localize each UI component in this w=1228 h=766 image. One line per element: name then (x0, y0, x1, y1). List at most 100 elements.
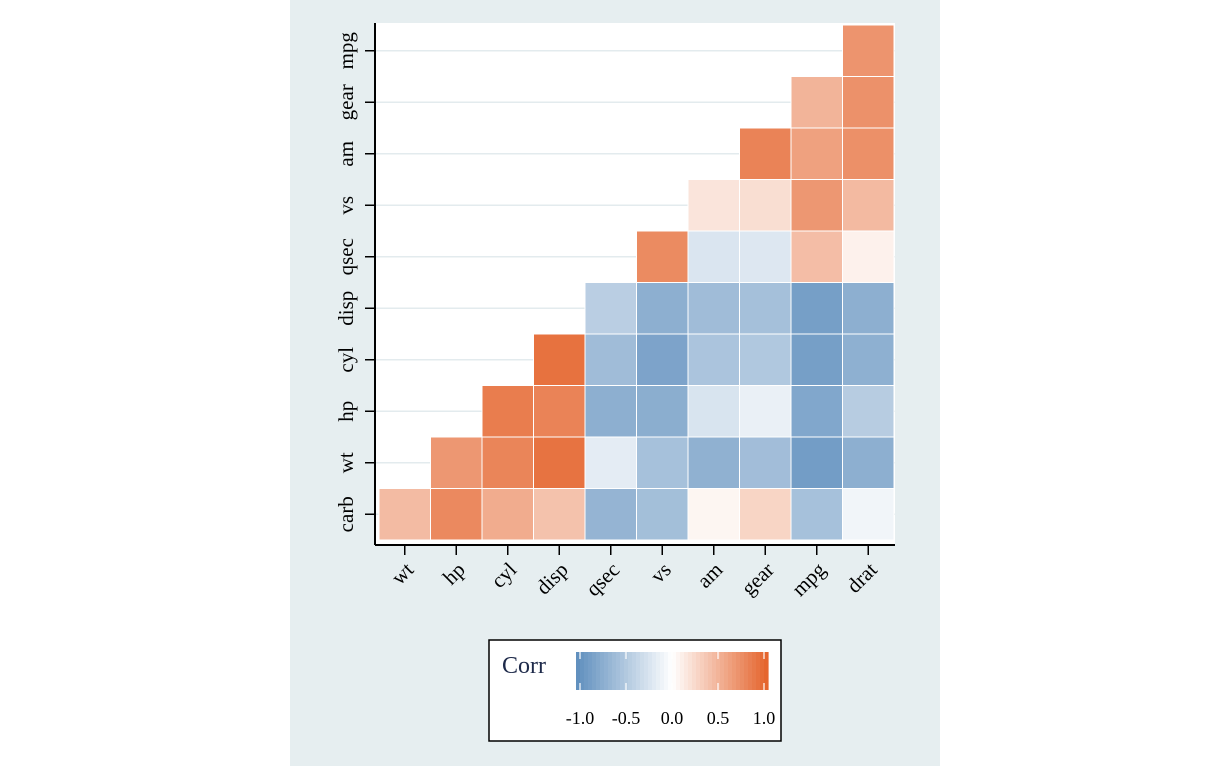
heatmap-cell (584, 282, 637, 335)
colorbar-segment (616, 652, 621, 690)
heatmap-cell (533, 333, 586, 386)
y-tick-label: gear (334, 84, 358, 120)
colorbar-segment (728, 652, 733, 690)
legend-tick-label: 0.0 (661, 708, 684, 728)
heatmap-cell (739, 230, 792, 283)
x-tick-label: wt (386, 557, 418, 589)
y-tick-label: qsec (334, 238, 358, 275)
colorbar-segment (668, 652, 673, 690)
y-tick-label: vs (334, 196, 358, 215)
heatmap-cell (790, 179, 843, 232)
y-tick-label: wt (334, 452, 358, 473)
heatmap-cell (739, 179, 792, 232)
colorbar-segment (588, 652, 593, 690)
heatmap-cell (842, 127, 895, 180)
heatmap-cell (842, 333, 895, 386)
colorbar-segment (736, 652, 741, 690)
colorbar-segment (640, 652, 645, 690)
colorbar-segment (748, 652, 753, 690)
heatmap-cell (687, 282, 740, 335)
colorbar-segment (712, 652, 717, 690)
heatmap-cell (636, 436, 689, 489)
colorbar-segment (624, 652, 629, 690)
colorbar-segment (708, 652, 713, 690)
heatmap-cell (636, 385, 689, 438)
heatmap-cell (636, 282, 689, 335)
heatmap-cell (430, 436, 483, 489)
colorbar-segment (576, 652, 581, 690)
colorbar-segment (632, 652, 637, 690)
colorbar-segment (684, 652, 689, 690)
colorbar-segment (724, 652, 729, 690)
colorbar-segment (700, 652, 705, 690)
x-tick-label: gear (736, 558, 779, 601)
colorbar-segment (636, 652, 641, 690)
heatmap-cell (687, 385, 740, 438)
colorbar-segment (644, 652, 649, 690)
colorbar-segment (580, 652, 585, 690)
colorbar-segment (692, 652, 697, 690)
x-tick-label: vs (646, 558, 676, 588)
colorbar-segment (756, 652, 761, 690)
heatmap-cell (790, 488, 843, 541)
heatmap-cell (533, 385, 586, 438)
colorbar-segment (744, 652, 749, 690)
colorbar-segment (732, 652, 737, 690)
heatmap-cell (842, 76, 895, 129)
heatmap-cell (739, 385, 792, 438)
x-tick-label: cyl (486, 557, 521, 592)
colorbar-segment (600, 652, 605, 690)
colorbar-segment (628, 652, 633, 690)
x-tick-label: mpg (787, 557, 831, 601)
legend-tick-label: -0.5 (612, 708, 641, 728)
heatmap-cells (378, 24, 895, 541)
heatmap-cell (481, 436, 534, 489)
x-tick-label: drat (842, 557, 882, 597)
colorbar-segment (676, 652, 681, 690)
heatmap-cell (739, 282, 792, 335)
heatmap-cell (790, 333, 843, 386)
colorbar-segment (604, 652, 609, 690)
colorbar-segment (656, 652, 661, 690)
x-tick-label: disp (531, 558, 573, 600)
colorbar-segment (752, 652, 757, 690)
heatmap-cell (842, 488, 895, 541)
heatmap-cell (842, 179, 895, 232)
colorbar-segment (584, 652, 589, 690)
heatmap-cell (739, 436, 792, 489)
heatmap-cell (739, 333, 792, 386)
heatmap-cell (636, 488, 689, 541)
heatmap-cell (584, 333, 637, 386)
heatmap-cell (790, 385, 843, 438)
colorbar-segment (664, 652, 669, 690)
colorbar-segment (720, 652, 725, 690)
colorbar-segment (680, 652, 685, 690)
heatmap-cell (636, 230, 689, 283)
heatmap-cell (584, 385, 637, 438)
y-tick-label: cyl (334, 347, 358, 373)
heatmap-cell (790, 76, 843, 129)
colorbar-segment (704, 652, 709, 690)
heatmap-cell (790, 436, 843, 489)
colorbar-segment (688, 652, 693, 690)
x-tick-label: hp (438, 558, 470, 590)
y-tick-label: hp (334, 401, 358, 422)
heatmap-cell (790, 282, 843, 335)
heatmap-cell (687, 179, 740, 232)
heatmap-cell (842, 24, 895, 77)
colorbar-segment (612, 652, 617, 690)
y-tick-label: disp (334, 291, 358, 326)
colorbar-segment (760, 652, 765, 690)
colorbar-segment (648, 652, 653, 690)
heatmap-cell (687, 436, 740, 489)
colorbar-segment (596, 652, 601, 690)
heatmap-cell (842, 385, 895, 438)
heatmap-cell (687, 333, 740, 386)
colorbar-segment (592, 652, 597, 690)
colorbar-segment (764, 652, 769, 690)
legend-tick-label: 0.5 (707, 708, 730, 728)
x-tick-label: am (692, 558, 727, 593)
y-tick-label: carb (334, 496, 358, 532)
heatmap-cell (687, 488, 740, 541)
